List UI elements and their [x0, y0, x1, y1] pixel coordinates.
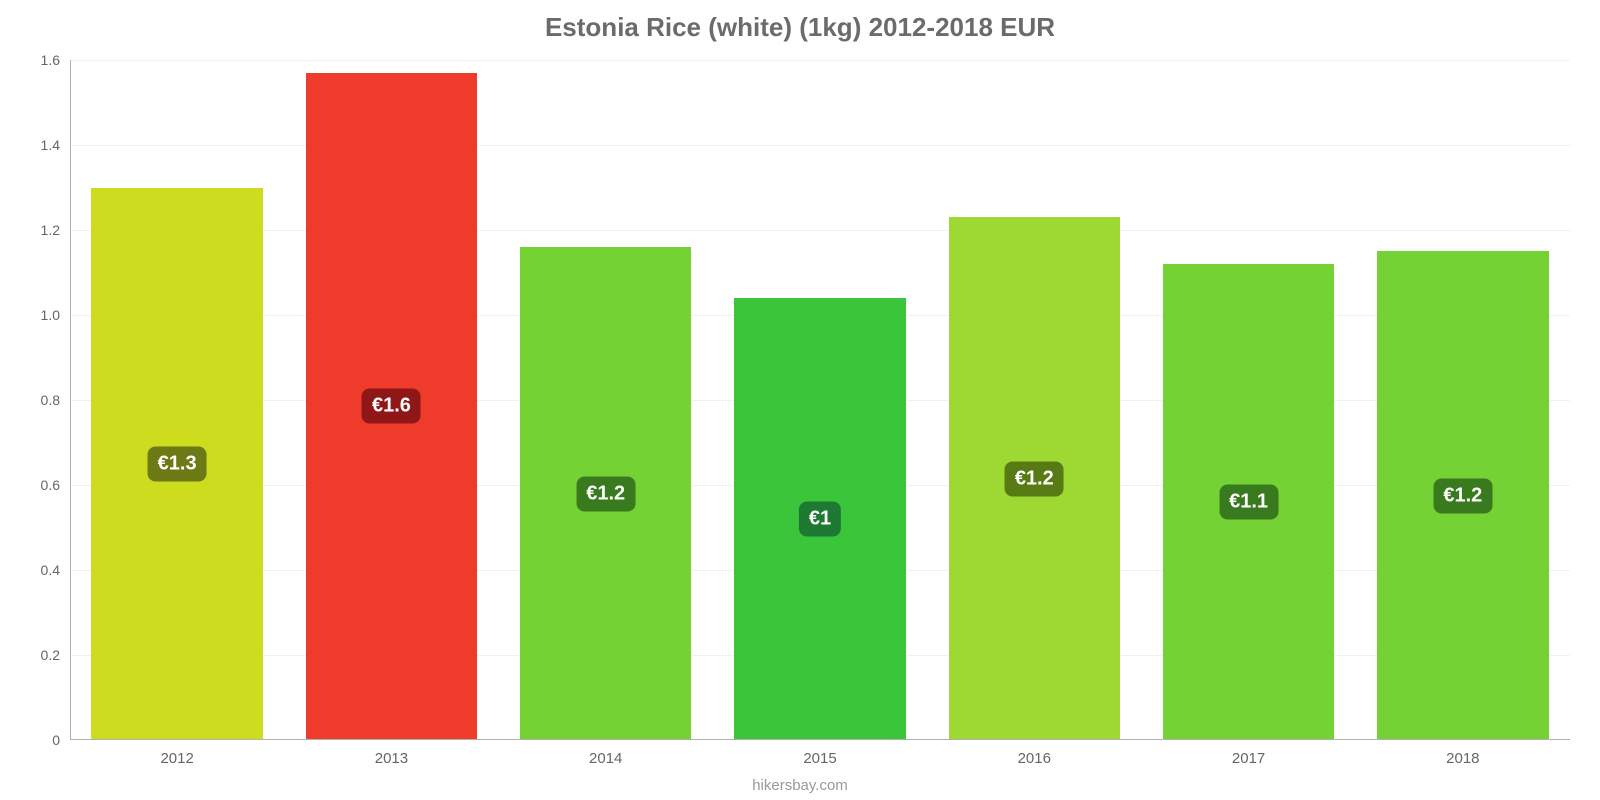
- chart-container: Estonia Rice (white) (1kg) 2012-2018 EUR…: [0, 0, 1600, 800]
- bar-value-label: €1.3: [148, 446, 207, 481]
- bar-value-label: €1.6: [362, 389, 421, 424]
- y-tick-label: 1.0: [41, 307, 70, 323]
- bar-slot: €1.2: [927, 60, 1141, 740]
- bar-slot: €1.3: [70, 60, 284, 740]
- y-tick-label: 1.4: [41, 137, 70, 153]
- y-axis-line: [70, 60, 71, 740]
- x-tick-label: 2012: [160, 740, 193, 767]
- bar-slot: €1.2: [1356, 60, 1570, 740]
- bar-slot: €1.1: [1141, 60, 1355, 740]
- x-tick-label: 2014: [589, 740, 622, 767]
- bar-slot: €1: [713, 60, 927, 740]
- bar-value-label: €1.2: [1433, 478, 1492, 513]
- plot-area: €1.3€1.6€1.2€1€1.2€1.1€1.2 00.20.40.60.8…: [70, 60, 1570, 740]
- bar-slot: €1.2: [499, 60, 713, 740]
- bar-value-label: €1: [799, 502, 841, 537]
- y-tick-label: 0.6: [41, 477, 70, 493]
- footer-credit: hikersbay.com: [0, 777, 1600, 794]
- bars-layer: €1.3 €1.6 €1.2 €1 €1.2 €1.1 €1.2: [70, 60, 1570, 740]
- x-tick-label: 2013: [375, 740, 408, 767]
- x-tick-label: 2015: [803, 740, 836, 767]
- x-tick-label: 2016: [1018, 740, 1051, 767]
- y-tick-label: 0.4: [41, 562, 70, 578]
- y-tick-label: 1.2: [41, 222, 70, 238]
- chart-title: Estonia Rice (white) (1kg) 2012-2018 EUR: [0, 0, 1600, 43]
- y-tick-label: 0.2: [41, 647, 70, 663]
- y-tick-label: 0.8: [41, 392, 70, 408]
- bar-value-label: €1.1: [1219, 485, 1278, 520]
- y-tick-label: 0: [52, 732, 70, 748]
- bar-slot: €1.6: [284, 60, 498, 740]
- x-tick-label: 2018: [1446, 740, 1479, 767]
- bar-value-label: €1.2: [576, 476, 635, 511]
- y-tick-label: 1.6: [41, 52, 70, 68]
- x-tick-label: 2017: [1232, 740, 1265, 767]
- bar-value-label: €1.2: [1005, 461, 1064, 496]
